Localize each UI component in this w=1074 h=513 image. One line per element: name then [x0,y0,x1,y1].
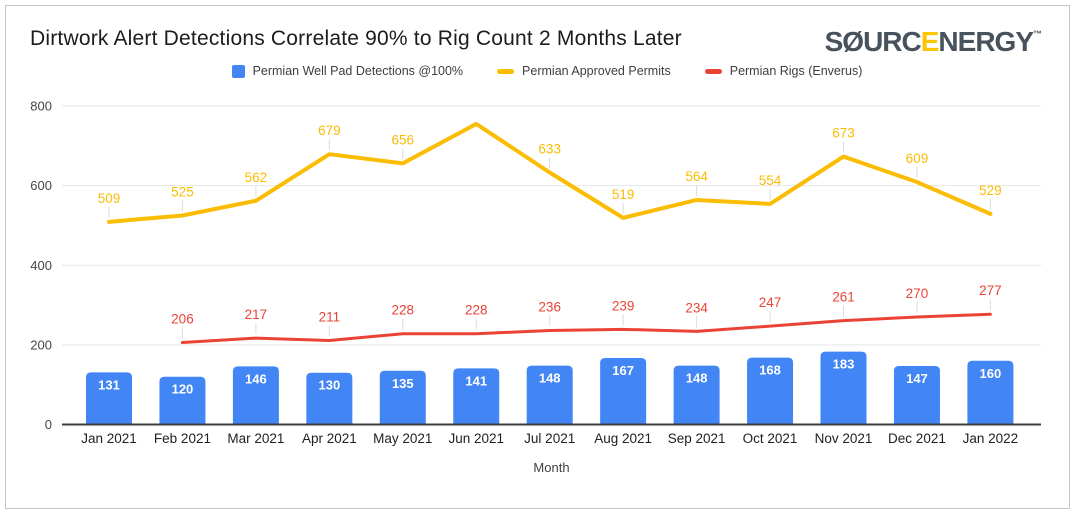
legend-item-label: Permian Rigs (Enverus) [729,64,863,78]
line-labels-1: 206 217 211 228 228 236 239 234 247 261 270 277 [171,283,1001,326]
y-tick-label: 400 [30,258,52,273]
bar-Sep 2021 [673,365,720,425]
x-axis-title: Month [533,460,569,475]
bar-Aug 2021 [600,358,647,425]
x-tick-label: Jul 2021 [524,431,575,446]
line-label: 239 [612,298,635,313]
bar-value-labels: 131 120 146 130 135 141 148 167 148 168 183 147 160 [98,357,1001,397]
line-label: 554 [759,173,782,188]
y-tick-label: 600 [30,178,52,193]
bar-label: 160 [980,366,1002,381]
legend-item-1: Permian Approved Permits [497,64,671,78]
bar-Oct 2021 [747,357,794,425]
logo-accent-letter: E [920,26,940,57]
logo-text: SØURCENERGY [824,26,1034,57]
bar-label: 168 [759,363,781,378]
bar-May 2021 [379,370,426,425]
legend-marker-dash [497,68,515,74]
line-label: 609 [906,151,929,166]
x-tick-label: Apr 2021 [302,431,357,446]
legend-item-0: Permian Well Pad Detections @100% [231,64,464,78]
bar-label: 148 [539,371,561,386]
line-label: 211 [319,309,341,324]
x-tick-label: Oct 2021 [743,431,798,446]
line-label: 228 [465,303,488,318]
x-axis-title-text: Month [533,460,569,475]
line-label: 270 [906,286,929,301]
bar-label: 131 [98,377,120,392]
bar-label: 167 [612,363,634,378]
x-tick-label: Sep 2021 [668,431,726,446]
line-label: 509 [98,191,121,206]
line-series-0 [107,121,993,224]
line-label: 633 [538,141,561,156]
y-tick-label: 200 [30,337,52,352]
bar-label: 135 [392,376,414,391]
line-label: 529 [979,183,1002,198]
x-tick-label: Nov 2021 [815,431,873,446]
y-axis-labels: 0 200 400 600 800 [30,99,52,433]
bar-label: 183 [833,357,855,372]
line-label: 673 [832,126,855,141]
bar-Mar 2021 [232,366,279,425]
logo-slashed-o: Ø [842,26,864,57]
sourcenergy-logo: SØURCENERGY™ [825,26,1042,58]
gridlines [62,105,1041,346]
bar-Jan 2021 [86,372,132,425]
line-label-ticks-1 [181,299,991,339]
bar-label: 147 [906,371,928,386]
line-label: 206 [171,311,194,326]
bar-Feb 2021 [159,376,206,425]
bar-Jul 2021 [526,365,573,425]
legend-item-label: Permian Well Pad Detections @100% [252,64,464,78]
x-tick-label: Aug 2021 [594,431,652,446]
line-label: 247 [759,295,782,310]
bars-series [86,351,1014,425]
bar-Dec 2021 [893,365,940,425]
line-label: 679 [318,123,341,138]
bar-label: 130 [318,378,340,393]
bar-Jan 2022 [967,360,1014,425]
x-tick-label: Jun 2021 [448,431,504,446]
x-tick-label: Dec 2021 [888,431,946,446]
bar-Nov 2021 [820,351,867,425]
legend-marker-square [231,64,245,78]
legend-item-2: Permian Rigs (Enverus) [704,64,863,78]
line-label-ticks-0 [108,139,991,218]
line-label: 525 [171,184,194,199]
y-tick-label: 800 [30,99,52,114]
bar-Jun 2021 [453,368,500,425]
line-label: 261 [832,290,855,305]
chart-legend: Permian Well Pad Detections @100% Permian… [60,64,1034,78]
line-label: 564 [685,169,708,184]
chart-title: Dirtwork Alert Detections Correlate 90% … [30,27,682,50]
bar-Apr 2021 [306,372,353,425]
bar-label: 141 [465,373,487,388]
line-series-1 [180,312,992,344]
bar-label: 146 [245,371,267,386]
legend-marker-dash [704,68,722,74]
bar-label: 120 [172,382,194,397]
x-axis-labels: Jan 2021 Feb 2021 Mar 2021 Apr 2021 May 2021… [81,431,1018,446]
line-label: 228 [392,303,415,318]
line-label: 236 [538,300,561,315]
line-label: 277 [979,283,1002,298]
legend-item-label: Permian Approved Permits [522,64,671,78]
line-labels-0: 509 525 562 679 656 633 519 564 554 673 609 529 [98,123,1002,206]
line-label: 562 [245,170,268,185]
line-label: 656 [392,132,415,147]
line-label: 519 [612,187,635,202]
trademark-symbol: ™ [1033,29,1042,39]
x-tick-label: Jan 2021 [81,431,137,446]
line-label: 217 [245,307,268,322]
y-tick-label: 0 [45,417,52,432]
x-tick-label: May 2021 [373,431,432,446]
x-tick-label: Jan 2022 [963,431,1019,446]
x-tick-label: Mar 2021 [227,431,284,446]
bar-label: 148 [686,371,708,386]
x-tick-label: Feb 2021 [154,431,211,446]
line-label: 234 [685,300,708,315]
